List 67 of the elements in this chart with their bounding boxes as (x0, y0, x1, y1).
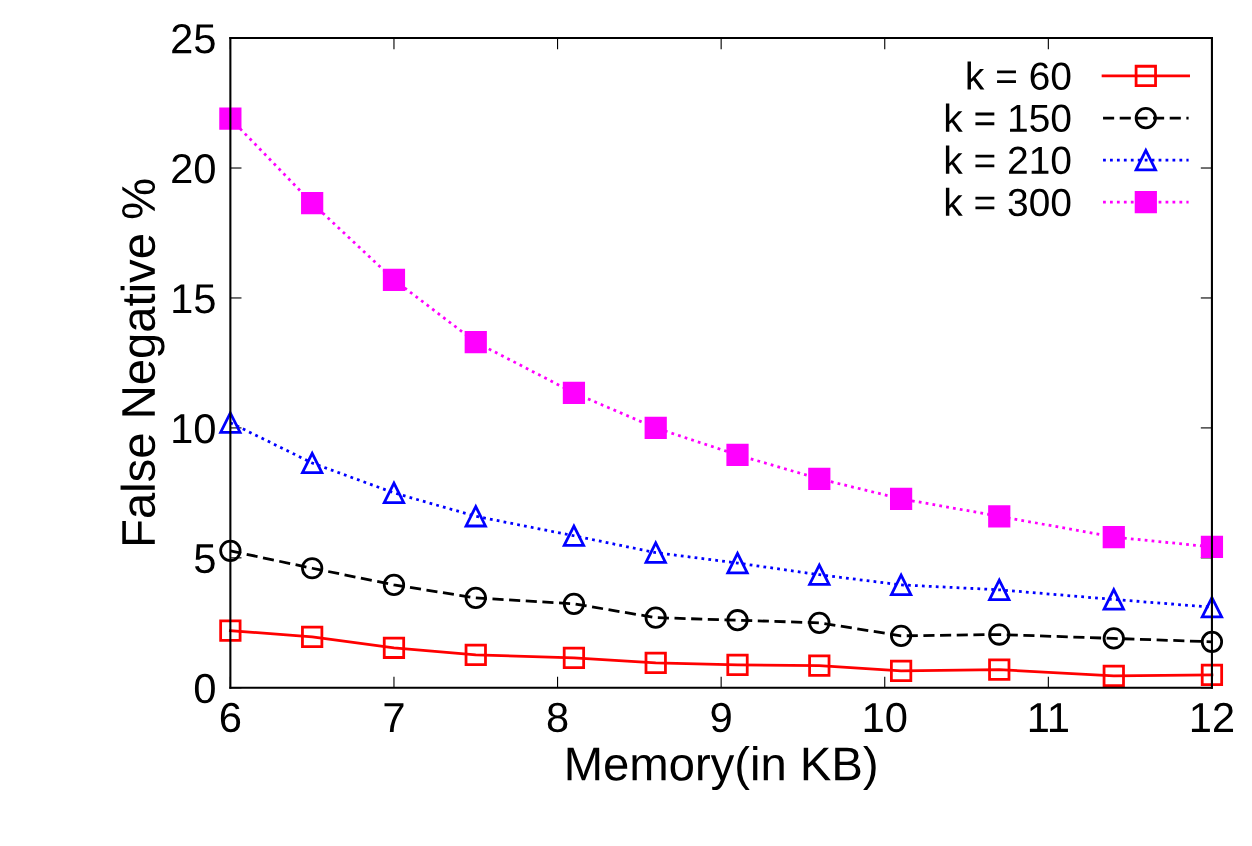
legend-label: k = 150 (945, 103, 1071, 133)
y-tick-label: 0 (194, 673, 215, 704)
point (726, 551, 749, 575)
point (219, 411, 242, 434)
point (808, 654, 831, 677)
point (382, 636, 406, 659)
point (726, 609, 749, 632)
point (301, 557, 324, 580)
point (382, 573, 406, 596)
point (219, 619, 242, 642)
point (889, 624, 913, 647)
point (382, 268, 406, 291)
point (464, 643, 487, 666)
point (1200, 535, 1224, 559)
point (889, 573, 913, 596)
point (219, 107, 242, 130)
x-tick-label: 8 (547, 702, 568, 733)
point (726, 443, 749, 467)
point (1200, 663, 1224, 686)
point (464, 505, 487, 528)
y-axis-title: False Negative % (120, 179, 165, 545)
point (464, 586, 487, 609)
point (464, 331, 487, 354)
legend-label: k = 210 (945, 145, 1071, 175)
x-tick-label: 7 (384, 703, 404, 732)
point (301, 625, 324, 648)
point (889, 487, 913, 510)
point (889, 659, 913, 683)
point (643, 539, 668, 564)
point (1102, 664, 1125, 687)
x-tick-label: 6 (220, 702, 241, 733)
y-tick-label: 20 (172, 154, 215, 184)
point (382, 481, 406, 504)
point (988, 658, 1011, 681)
y-tick-label: 5 (194, 544, 215, 574)
point (644, 651, 667, 674)
y-tick-label: 25 (172, 24, 215, 54)
x-tick-label: 11 (1029, 703, 1068, 732)
point (1200, 630, 1224, 653)
point (988, 505, 1011, 528)
legend-label: k = 300 (945, 187, 1071, 217)
point (644, 416, 667, 440)
point (644, 606, 667, 629)
point (726, 653, 749, 677)
point (562, 592, 586, 615)
point (988, 578, 1011, 601)
point (301, 451, 324, 475)
x-tick-label: 12 (1191, 702, 1234, 732)
point (301, 191, 324, 215)
point (1102, 525, 1125, 549)
point (562, 381, 586, 404)
legend-label: k = 60 (967, 61, 1071, 90)
point (562, 524, 586, 547)
y-tick-label: 10 (173, 413, 215, 444)
point (808, 611, 831, 634)
y-tick-label: 15 (173, 284, 215, 314)
point (562, 646, 586, 670)
point (1200, 596, 1224, 619)
x-tick-label: 10 (864, 702, 907, 733)
x-axis-title: Memory(in KB) (567, 746, 876, 791)
point (808, 467, 831, 490)
point (219, 539, 242, 562)
point (1102, 588, 1125, 611)
point (1102, 627, 1125, 650)
point (988, 623, 1011, 646)
x-tick-label: 9 (711, 702, 731, 733)
point (808, 563, 831, 586)
